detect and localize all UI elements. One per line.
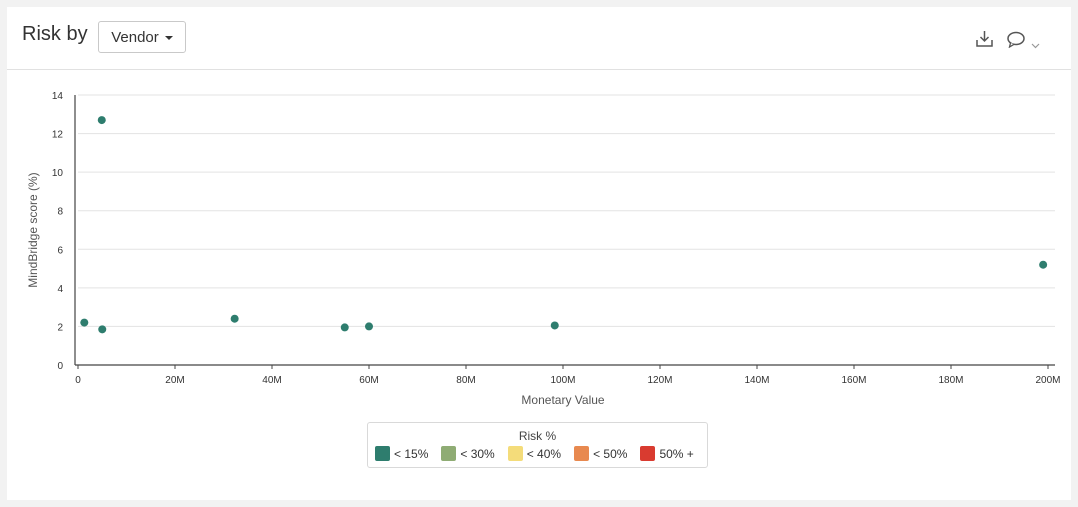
x-tick-label: 20M	[165, 375, 184, 386]
legend-item[interactable]: < 30%	[441, 446, 495, 461]
data-point[interactable]	[550, 321, 559, 330]
x-tick-label: 80M	[456, 375, 475, 386]
chart-card: Risk by Vendor 0 2 4 6 8 10 12 14 0 2 0	[7, 7, 1071, 500]
x-tick-label: 60M	[359, 375, 378, 386]
legend-item[interactable]: < 40%	[507, 446, 562, 461]
legend-item[interactable]: 50% +	[640, 446, 694, 461]
y-tick-label: 0	[57, 361, 63, 372]
chevron-down-icon[interactable]	[1031, 36, 1040, 54]
data-points	[80, 116, 1048, 334]
data-point[interactable]	[98, 325, 107, 334]
legend-swatch	[574, 446, 590, 461]
legend-label: < 40%	[526, 446, 562, 461]
caret-down-icon	[164, 35, 173, 40]
legend-swatch	[375, 446, 390, 461]
x-tick-label: 160M	[841, 375, 866, 386]
data-point[interactable]	[80, 318, 89, 327]
group-by-dropdown[interactable]: Vendor	[98, 21, 186, 53]
y-tick-label: 10	[52, 168, 64, 179]
x-axis-label: Monetary Value	[521, 393, 604, 407]
x-tick-label: 100M	[550, 375, 575, 386]
y-axis-label: MindBridge score (%)	[26, 172, 40, 287]
data-point[interactable]	[1039, 260, 1048, 269]
y-tick-label: 2	[57, 322, 63, 333]
x-tick-label: 180M	[938, 375, 963, 386]
x-tick-label: 200M	[1035, 375, 1060, 386]
legend-label: < 15%	[394, 446, 429, 461]
legend-swatch	[441, 446, 457, 461]
download-icon[interactable]	[975, 29, 994, 53]
legend-item[interactable]: < 15%	[375, 446, 428, 461]
x-tick-label: 40M	[262, 375, 281, 386]
legend-label: < 50%	[593, 446, 628, 461]
legend-swatch	[507, 446, 523, 461]
x-tick-label: 0	[75, 375, 81, 386]
y-tick-label: 6	[57, 245, 63, 256]
dropdown-label: Vendor	[111, 28, 159, 46]
x-tick-label: 120M	[647, 375, 672, 386]
comment-icon[interactable]	[1007, 31, 1027, 53]
y-tick-label: 12	[52, 130, 64, 141]
data-point[interactable]	[230, 314, 239, 323]
y-tick-label: 8	[57, 207, 63, 218]
legend-items: < 15% < 30% < 40% < 50% 50% +	[375, 446, 694, 461]
y-tick-label: 4	[57, 284, 63, 295]
legend-swatch	[640, 446, 656, 461]
y-axis-ticks: 0 2 4 6 8 10 12 14	[52, 91, 64, 372]
y-tick-label: 14	[52, 91, 64, 102]
legend-item[interactable]: < 50%	[574, 446, 627, 461]
legend-title: Risk %	[518, 429, 557, 443]
data-point[interactable]	[340, 323, 349, 332]
x-tick-label: 140M	[744, 375, 769, 386]
card-header: Risk by Vendor	[7, 7, 1071, 70]
data-point[interactable]	[365, 322, 373, 331]
data-point[interactable]	[97, 116, 106, 125]
scatter-chart: 0 2 4 6 8 10 12 14 0 20M 40M 60M 80M 100M 120M 140M 160…	[26, 91, 1061, 407]
legend-label: < 30%	[460, 446, 495, 461]
chart-gridlines	[78, 94, 1055, 327]
chart-legend: Risk % < 15% < 30% < 40% < 50% 50% +	[367, 422, 708, 468]
card-title: Risk by	[22, 23, 88, 45]
x-axis-ticks: 0 20M 40M 60M 80M 100M 120M 140M 160M 180M 200M	[75, 365, 1061, 386]
legend-label: 50% +	[659, 446, 694, 461]
